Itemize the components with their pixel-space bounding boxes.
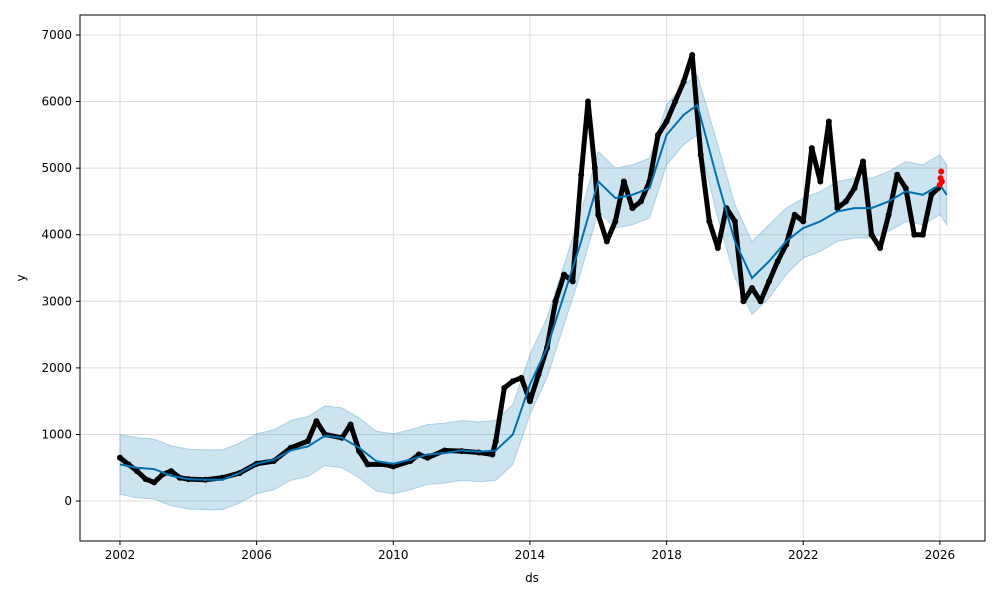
uncertainty-band xyxy=(119,74,948,511)
y-tick-label: 1000 xyxy=(41,427,72,441)
actual-point xyxy=(697,151,704,158)
actual-point xyxy=(800,218,807,225)
actual-point xyxy=(740,298,747,305)
actual-point xyxy=(313,418,320,425)
actual-point xyxy=(791,211,798,218)
y-axis-label: y xyxy=(14,274,28,281)
actual-point xyxy=(489,451,496,458)
actual-point xyxy=(390,463,397,470)
actual-point xyxy=(612,218,619,225)
forecast-line xyxy=(119,103,948,481)
actual-point xyxy=(603,238,610,245)
actual-point xyxy=(364,461,371,468)
actual-point xyxy=(424,454,431,461)
y-tick-label: 7000 xyxy=(41,28,72,42)
forecast-yhat-line xyxy=(119,103,948,481)
future-point xyxy=(938,178,945,185)
plot-frame xyxy=(79,14,986,542)
actual-point xyxy=(706,218,713,225)
y-tick-label: 2000 xyxy=(41,361,72,375)
actual-point xyxy=(655,131,662,138)
actual-point xyxy=(501,384,508,391)
actual-point xyxy=(304,438,311,445)
actual-point xyxy=(168,468,175,475)
y-tick-label: 0 xyxy=(64,494,72,508)
x-axis-ticks: 2002 2006 2010 2014 2018 2022 2026 xyxy=(105,541,955,562)
actual-point xyxy=(620,178,627,185)
y-tick-label: 4000 xyxy=(41,228,72,242)
actual-point xyxy=(860,158,867,165)
actual-point xyxy=(134,468,141,475)
x-tick-label: 2014 xyxy=(515,548,546,562)
actual-point xyxy=(595,211,602,218)
actual-point xyxy=(877,245,884,252)
actual-point xyxy=(808,145,815,152)
actual-point xyxy=(911,231,918,238)
actual-point xyxy=(151,479,158,486)
actual-point xyxy=(902,185,909,192)
actual-point xyxy=(492,438,499,445)
actual-point xyxy=(885,211,892,218)
actual-point xyxy=(868,231,875,238)
y-tick-label: 5000 xyxy=(41,161,72,175)
x-axis-label: ds xyxy=(525,571,539,585)
x-tick-label: 2006 xyxy=(241,548,272,562)
actual-point xyxy=(680,78,687,85)
actual-point xyxy=(629,205,636,212)
future-points xyxy=(936,168,945,188)
actual-point xyxy=(842,198,849,205)
actual-point xyxy=(757,298,764,305)
actual-point xyxy=(825,118,832,125)
actual-point xyxy=(509,378,516,385)
actual-point xyxy=(591,165,598,172)
actual-point xyxy=(526,398,533,405)
uncertainty-band-area xyxy=(119,74,948,511)
actual-point xyxy=(142,476,149,483)
actual-point xyxy=(851,185,858,192)
actual-point xyxy=(561,271,568,278)
y-tick-label: 3000 xyxy=(41,294,72,308)
actual-points xyxy=(116,51,942,486)
actual-point xyxy=(518,374,525,381)
actual-point xyxy=(663,118,670,125)
actual-point xyxy=(817,178,824,185)
actual-point xyxy=(672,98,679,105)
actual-point xyxy=(731,218,738,225)
actual-point xyxy=(714,245,721,252)
actual-point xyxy=(749,284,756,291)
actual-point xyxy=(766,278,773,285)
x-tick-label: 2018 xyxy=(651,548,682,562)
x-tick-label: 2022 xyxy=(788,548,819,562)
actual-point xyxy=(774,258,781,265)
actual-point xyxy=(535,371,542,378)
y-axis-ticks: 0 1000 2000 3000 4000 5000 6000 7000 xyxy=(41,28,80,508)
x-tick-label: 2002 xyxy=(105,548,136,562)
future-point xyxy=(938,168,945,175)
actual-point xyxy=(585,98,592,105)
actual-point xyxy=(919,231,926,238)
y-tick-label: 6000 xyxy=(41,95,72,109)
actual-point xyxy=(578,171,585,178)
x-tick-label: 2026 xyxy=(925,548,956,562)
actual-point xyxy=(116,454,123,461)
actual-point xyxy=(894,171,901,178)
x-tick-label: 2010 xyxy=(378,548,409,562)
actual-point xyxy=(552,298,559,305)
actual-point xyxy=(637,198,644,205)
actual-point xyxy=(347,421,354,428)
actual-point xyxy=(834,205,841,212)
actual-point xyxy=(689,51,696,58)
actual-point xyxy=(569,278,576,285)
actual-point xyxy=(928,191,935,198)
